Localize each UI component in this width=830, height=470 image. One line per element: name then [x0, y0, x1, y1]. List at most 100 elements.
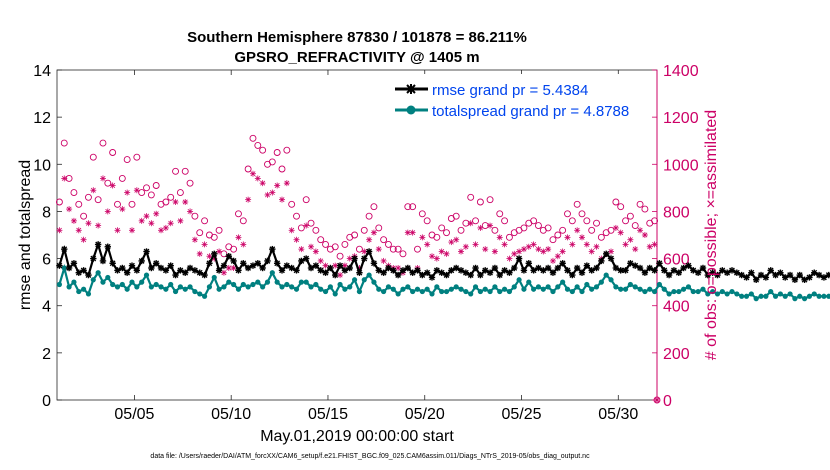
possible-point	[312, 226, 320, 234]
totalspread-point	[443, 288, 450, 295]
rmse-point	[777, 269, 784, 276]
rmse-point	[283, 262, 291, 269]
possible-point	[302, 196, 310, 204]
totalspread-point	[463, 288, 469, 295]
rmse-point	[772, 271, 779, 279]
possible-point	[201, 217, 209, 225]
rmse-point	[506, 269, 513, 276]
assimilated-point	[114, 227, 121, 234]
rmse-point	[269, 245, 276, 253]
totalspread-point	[497, 288, 503, 295]
rmse-point	[249, 262, 257, 269]
assimilated-point	[511, 250, 518, 257]
totalspread-point	[414, 286, 421, 292]
assimilated-point	[462, 243, 469, 250]
possible-point	[288, 200, 296, 208]
assimilated-point	[545, 246, 552, 253]
assimilated-point	[201, 241, 208, 248]
possible-point	[443, 229, 450, 237]
rmse-point	[409, 269, 416, 276]
totalspread-point	[690, 288, 696, 295]
rmse-point	[675, 269, 682, 276]
assimilated-point	[559, 248, 566, 255]
totalspread-point	[477, 288, 483, 295]
totalspread-point	[782, 293, 788, 299]
totalspread-point	[603, 272, 609, 278]
footnote: data file: /Users/raeder/DAI/ATM_forcXX/…	[150, 453, 590, 460]
assimilated-point	[477, 224, 484, 231]
totalspread-point	[555, 284, 561, 290]
rmse-point	[123, 269, 131, 276]
possible-point	[360, 226, 368, 234]
possible-point	[94, 196, 102, 204]
assimilated-point	[56, 227, 63, 234]
rmse-point	[365, 248, 373, 255]
rmse-point	[109, 260, 116, 267]
rmse-point	[375, 267, 382, 274]
rmse-point	[602, 250, 610, 258]
totalspread-point	[400, 286, 406, 292]
rmse-point	[278, 267, 286, 274]
totalspread-point	[651, 288, 658, 295]
totalspread-point	[182, 286, 188, 292]
totalspread-series	[56, 263, 830, 302]
assimilated-point	[646, 243, 653, 250]
totalspread-point	[158, 284, 164, 290]
rmse-point	[186, 264, 194, 272]
y-left-tick-label: 2	[42, 346, 51, 363]
x-tick-label: 05/30	[598, 406, 638, 423]
totalspread-point	[293, 286, 300, 292]
rmse-point	[588, 267, 595, 274]
totalspread-point	[153, 281, 159, 288]
rmse-point	[167, 262, 174, 269]
assimilated-point	[187, 208, 194, 215]
assimilated-point	[303, 222, 310, 229]
rmse-point	[443, 271, 450, 279]
totalspread-point	[61, 265, 67, 271]
assimilated-point	[617, 229, 624, 236]
assimilated-point	[129, 227, 135, 234]
assimilated-point	[395, 265, 402, 271]
possible-point	[118, 174, 126, 182]
rmse-point	[728, 267, 736, 274]
assimilated-point	[380, 257, 387, 264]
assimilated-point	[85, 220, 92, 227]
rmse-point	[288, 264, 295, 272]
possible-point	[60, 139, 68, 147]
assimilated-point	[506, 255, 513, 262]
possible-point	[152, 182, 160, 189]
assimilated-point	[220, 269, 227, 276]
assimilated-point	[424, 241, 431, 248]
possible-point	[268, 158, 276, 166]
rmse-point	[622, 267, 629, 274]
rmse-point	[767, 267, 774, 274]
totalspread-point	[632, 284, 638, 290]
possible-point	[210, 233, 218, 241]
rmse-point	[472, 264, 479, 272]
possible-point	[336, 252, 344, 260]
rmse-point	[685, 262, 692, 269]
rmse-point	[128, 262, 136, 269]
chart-title-line2: GPSRO_REFRACTIVITY @ 1405 m	[234, 49, 479, 66]
possible-point	[544, 224, 552, 232]
totalspread-point	[531, 286, 537, 292]
totalspread-point	[124, 286, 130, 292]
rmse-point	[680, 264, 687, 272]
y-left-tick-label: 4	[42, 299, 51, 316]
possible-point	[423, 217, 431, 225]
rmse-point	[714, 271, 721, 279]
possible-point	[573, 200, 581, 208]
assimilated-point	[308, 243, 315, 250]
y-left-tick-label: 10	[33, 157, 51, 174]
rmse-point	[172, 271, 179, 279]
possible-point	[370, 203, 378, 211]
assimilated-point	[90, 187, 97, 194]
possible-point	[617, 203, 625, 211]
possible-point	[341, 240, 349, 248]
rmse-point	[559, 260, 566, 267]
x-tick-label: 05/20	[405, 406, 445, 423]
totalspread-point	[56, 281, 63, 288]
left-axis: 0 2 4 6 8 10 12 14	[33, 63, 62, 410]
rmse-point	[641, 269, 649, 276]
possible-point	[501, 217, 509, 225]
